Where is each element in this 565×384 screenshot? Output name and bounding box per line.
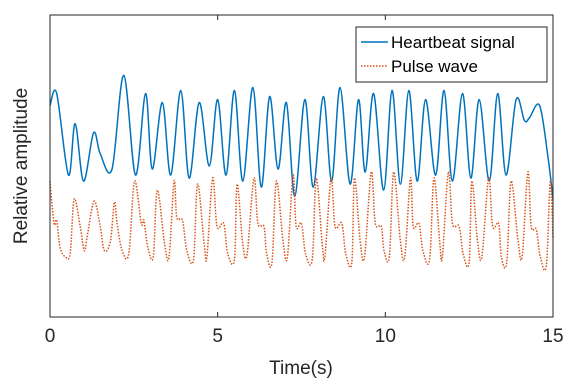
legend-box	[355, 26, 548, 83]
x-tick-label: 10	[375, 326, 396, 347]
legend: Heartbeat signal Pulse wave	[355, 26, 548, 83]
y-axis-label: Relative amplitude	[11, 88, 32, 244]
x-tick-label: 15	[542, 326, 563, 347]
x-axis-ticks: 0 5 10 15	[45, 15, 564, 347]
series-line-pulse-wave	[49, 171, 554, 272]
x-tick-label: 5	[212, 326, 223, 347]
legend-label-pulse-wave: Pulse wave	[391, 57, 478, 76]
plot-frame	[49, 14, 554, 318]
series-line-heartbeat-signal	[49, 74, 554, 200]
legend-label-heartbeat-signal: Heartbeat signal	[391, 33, 515, 52]
plot-lines	[49, 74, 554, 272]
x-tick-label: 0	[45, 326, 56, 347]
x-axis-label: Time(s)	[269, 358, 333, 379]
